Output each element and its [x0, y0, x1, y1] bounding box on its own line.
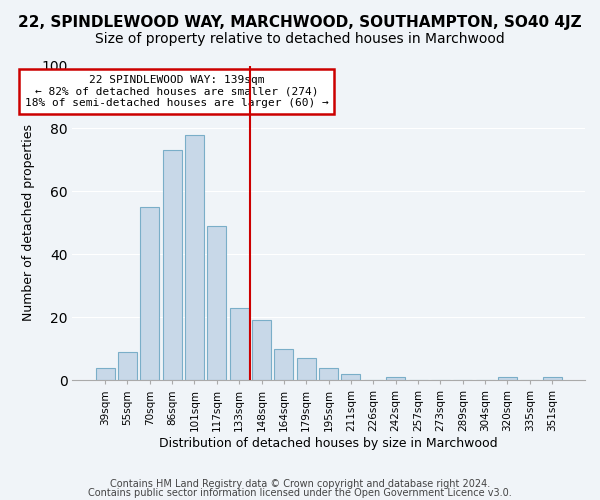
Bar — [341, 374, 361, 380]
Bar — [185, 135, 204, 380]
Bar — [386, 377, 405, 380]
Y-axis label: Number of detached properties: Number of detached properties — [22, 124, 35, 322]
Bar — [542, 377, 562, 380]
Bar — [118, 352, 137, 380]
Text: 22 SPINDLEWOOD WAY: 139sqm
← 82% of detached houses are smaller (274)
18% of sem: 22 SPINDLEWOOD WAY: 139sqm ← 82% of deta… — [25, 75, 328, 108]
Text: 22, SPINDLEWOOD WAY, MARCHWOOD, SOUTHAMPTON, SO40 4JZ: 22, SPINDLEWOOD WAY, MARCHWOOD, SOUTHAMP… — [18, 15, 582, 30]
Bar — [252, 320, 271, 380]
Bar — [297, 358, 316, 380]
Bar — [319, 368, 338, 380]
Bar — [230, 308, 248, 380]
Bar — [95, 368, 115, 380]
Text: Contains public sector information licensed under the Open Government Licence v3: Contains public sector information licen… — [88, 488, 512, 498]
Text: Size of property relative to detached houses in Marchwood: Size of property relative to detached ho… — [95, 32, 505, 46]
Bar — [163, 150, 182, 380]
X-axis label: Distribution of detached houses by size in Marchwood: Distribution of detached houses by size … — [160, 437, 498, 450]
Text: Contains HM Land Registry data © Crown copyright and database right 2024.: Contains HM Land Registry data © Crown c… — [110, 479, 490, 489]
Bar — [208, 226, 226, 380]
Bar — [498, 377, 517, 380]
Bar — [274, 349, 293, 380]
Bar — [140, 207, 159, 380]
